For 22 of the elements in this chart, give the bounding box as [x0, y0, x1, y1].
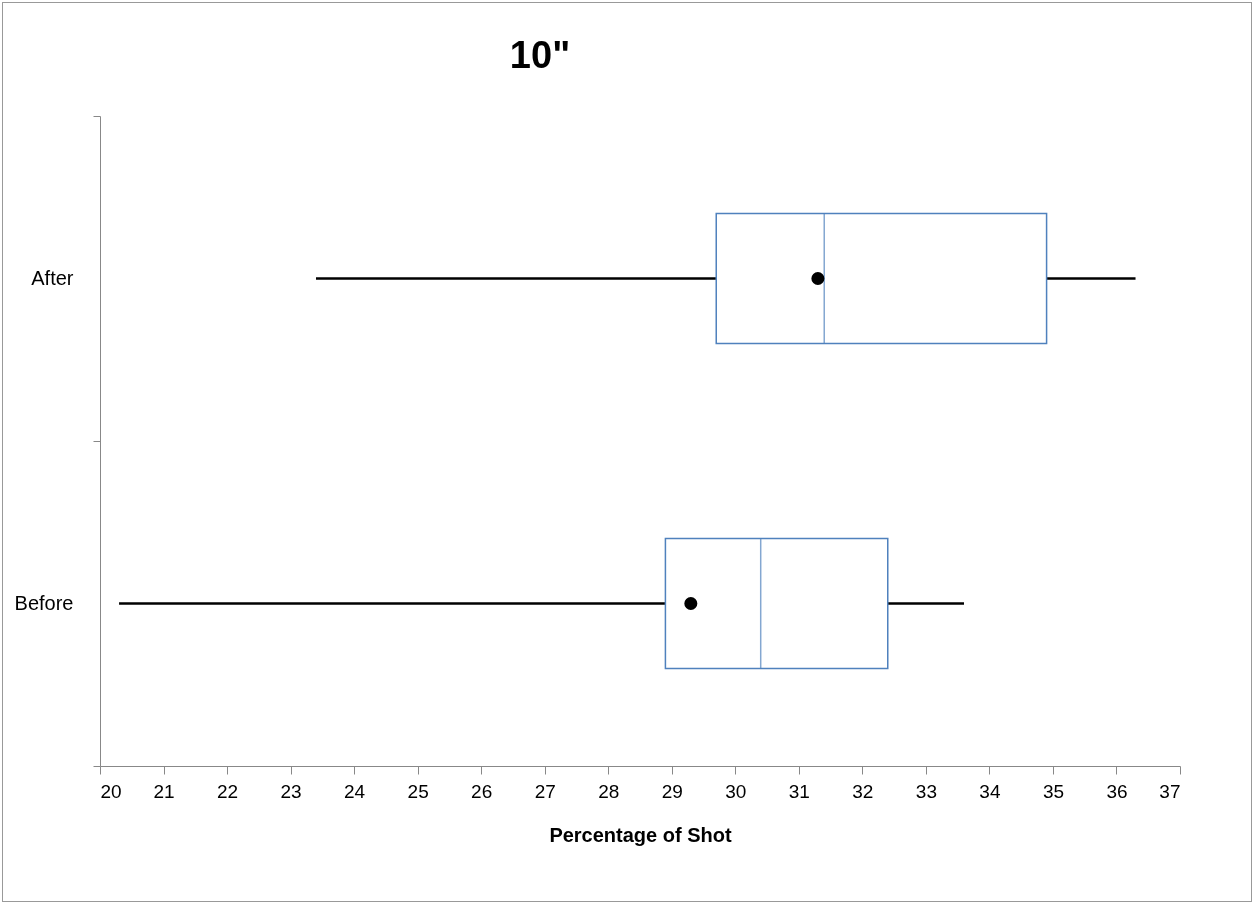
- x-tick-label: 20: [100, 780, 122, 802]
- x-tick-label: 31: [788, 780, 810, 802]
- x-tick-label: 36: [1106, 780, 1128, 802]
- x-tick-label: 22: [216, 780, 239, 802]
- x-tick-label: 21: [153, 780, 175, 802]
- y-tick-label: Before: [14, 592, 74, 614]
- x-tick-label: 34: [979, 780, 1001, 802]
- x-tick-label: 24: [344, 780, 366, 802]
- x-tick-label: 37: [1159, 780, 1181, 802]
- y-tick-label: After: [31, 267, 74, 289]
- x-tick-label: 33: [915, 780, 937, 802]
- x-tick-label: 32: [852, 780, 874, 802]
- chart-title: 10": [509, 34, 571, 76]
- x-tick-label: 28: [598, 780, 620, 802]
- x-tick-label: 26: [471, 780, 493, 802]
- x-tick-label: 27: [534, 780, 556, 802]
- x-tick-label: 25: [407, 780, 429, 802]
- x-tick-label: 35: [1042, 780, 1065, 802]
- x-tick-label: 23: [280, 780, 302, 802]
- x-tick-label: 30: [725, 780, 747, 802]
- x-tick-label: 29: [661, 780, 683, 802]
- x-axis-title: Percentage of Shot: [549, 823, 732, 846]
